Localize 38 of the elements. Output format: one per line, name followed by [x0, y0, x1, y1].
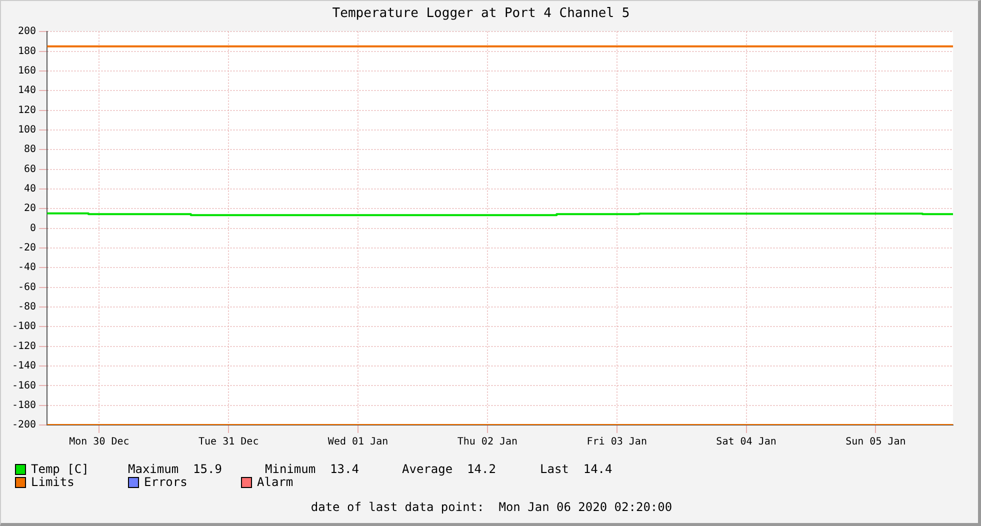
- y-tick-label: 0: [30, 222, 36, 234]
- y-tick-label: 180: [18, 46, 36, 57]
- y-tick-label: -180: [12, 400, 36, 411]
- chart-title: Temperature Logger at Port 4 Channel 5: [332, 6, 630, 22]
- y-tick-label: -20: [18, 242, 36, 254]
- y-tick-label: -160: [12, 380, 36, 392]
- y-tick-label: 40: [24, 184, 36, 195]
- y-tick-label: 20: [24, 203, 36, 214]
- legend-label: Alarm: [257, 475, 294, 489]
- text: Last 14.4: [540, 462, 614, 476]
- x-tick-label: Tue 31 Dec: [198, 436, 259, 448]
- text: Average 14.2: [402, 462, 497, 476]
- x-tick-label: Sat 04 Jan: [716, 436, 776, 448]
- y-tick-label: -200: [12, 420, 36, 431]
- x-tick-label: Mon 30 Dec: [69, 436, 130, 448]
- legend-label: Limits: [31, 475, 74, 489]
- y-tick-label: -140: [12, 360, 36, 372]
- text: Maximum 15.9: [128, 462, 223, 476]
- y-tick-label: 200: [18, 26, 36, 38]
- y-tick-label: -100: [12, 321, 36, 332]
- y-tick-label: -40: [18, 262, 36, 274]
- y-tick-label: 160: [18, 66, 36, 77]
- x-tick-label: Wed 01 Jan: [328, 436, 388, 448]
- x-tick-label: Sun 05 Jan: [846, 436, 906, 448]
- text: date of last data point: Mon Jan 06 2020 02:20:00: [310, 500, 674, 514]
- x-tick-label: Thu 02 Jan: [457, 436, 518, 448]
- text: Minimum 13.4: [265, 462, 360, 476]
- y-tick-label: 120: [18, 104, 36, 116]
- y-tick-label: 140: [18, 85, 36, 96]
- y-tick-label: -80: [18, 302, 36, 313]
- y-tick-label: -120: [12, 340, 36, 352]
- legend-label: Errors: [144, 475, 188, 489]
- legend-label: Temp [C]: [31, 462, 89, 476]
- x-tick-label: Fri 03 Jan: [586, 436, 647, 448]
- y-tick-label: 80: [24, 144, 36, 156]
- y-tick-label: 60: [24, 164, 36, 175]
- y-tick-label: 100: [18, 124, 36, 136]
- y-tick-label: -60: [18, 282, 36, 293]
